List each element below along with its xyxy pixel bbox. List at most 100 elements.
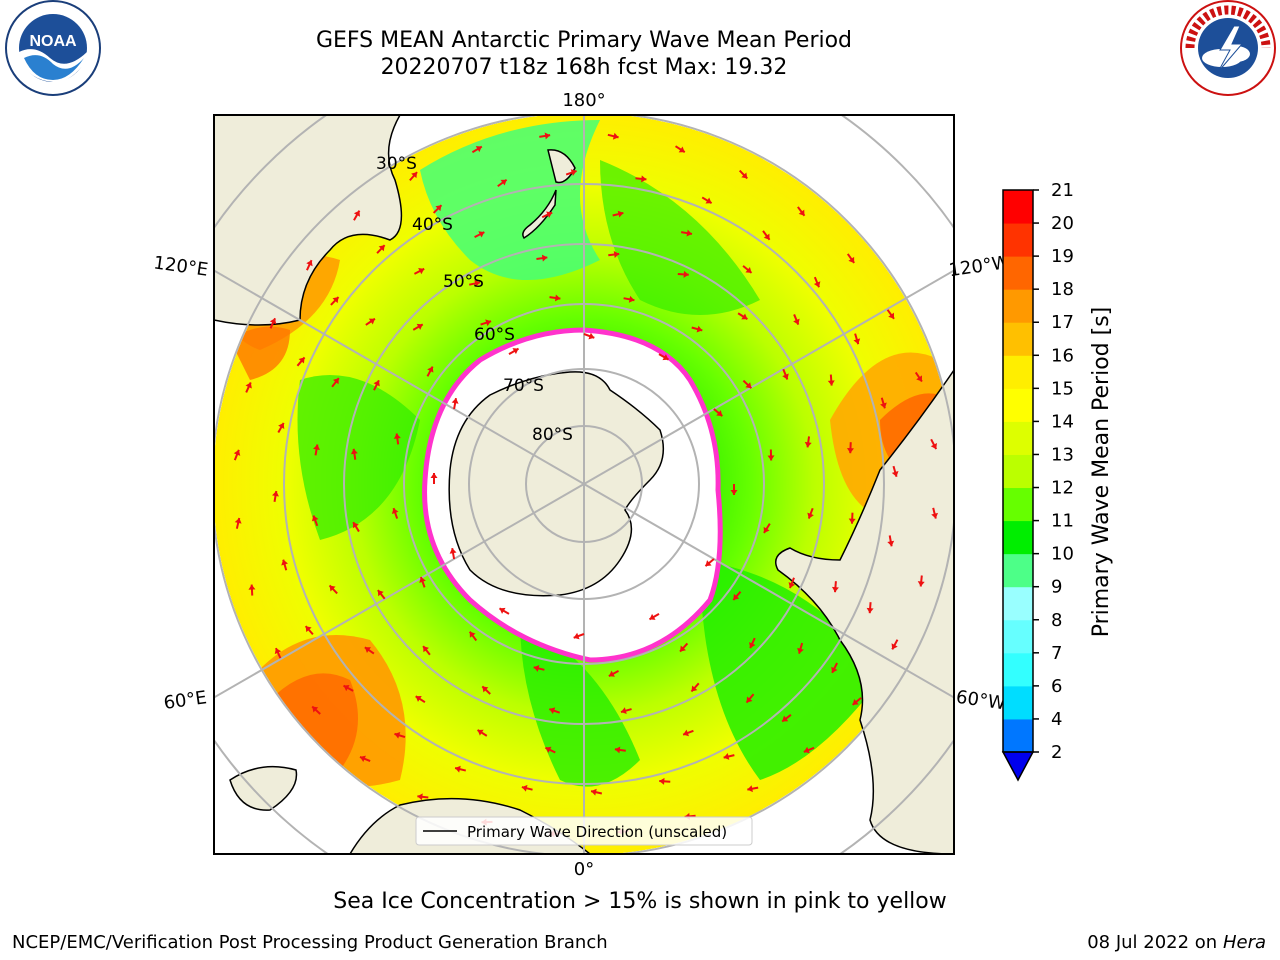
wave-direction-arrowhead bbox=[411, 172, 418, 179]
colorbar-tick-label: 15 bbox=[1051, 378, 1074, 399]
wave-direction-arrowhead bbox=[373, 380, 380, 387]
wave-direction-arrowhead bbox=[628, 295, 635, 303]
wave-direction-arrowhead bbox=[683, 270, 689, 278]
wave-direction-arrowhead bbox=[427, 366, 434, 373]
wave-direction-arrowhead bbox=[474, 280, 480, 287]
colorbar-outline bbox=[1002, 189, 1034, 753]
wave-direction-arrowhead bbox=[782, 715, 789, 722]
lat-label-40s: 40°S bbox=[412, 215, 453, 235]
wave-direction-arrowhead bbox=[705, 560, 712, 567]
legend-label: Primary Wave Direction (unscaled) bbox=[467, 823, 727, 841]
colorbar-segment bbox=[1003, 652, 1033, 687]
wave-direction-arrowhead bbox=[313, 444, 320, 450]
wave-direction-arrowhead bbox=[733, 593, 740, 600]
colorbar-segment bbox=[1003, 388, 1033, 422]
colorbar-segment bbox=[1003, 289, 1033, 323]
south-america bbox=[775, 368, 954, 854]
wave-direction-arrowhead bbox=[332, 378, 339, 385]
wave-direction-arrowhead bbox=[797, 647, 804, 654]
colorbar-segment bbox=[1003, 685, 1033, 720]
colorbar-segment bbox=[1003, 355, 1033, 389]
wave-direction-arrowhead bbox=[352, 522, 359, 529]
colorbar-segment bbox=[1003, 454, 1033, 489]
wave-direction-arrowhead bbox=[782, 373, 789, 380]
date-text: 08 Jul 2022 on bbox=[1087, 932, 1218, 953]
wave-direction-arrowhead bbox=[278, 422, 285, 429]
wave-direction-arrowhead bbox=[916, 375, 923, 382]
wave-direction-arrowhead bbox=[588, 332, 595, 340]
colorbar-label: Primary Wave Mean Period [s] bbox=[1089, 307, 1114, 638]
wave-direction-arrowhead bbox=[591, 788, 597, 796]
wave-direction-arrowhead bbox=[745, 266, 752, 273]
wave-direction-arrowhead bbox=[891, 470, 899, 477]
nws-logo bbox=[1180, 0, 1276, 96]
wave-direction-arrowhead bbox=[332, 297, 339, 304]
wave-direction-arrowhead bbox=[298, 357, 305, 364]
wave-direction-arrowhead bbox=[269, 318, 277, 325]
wave-direction-arrowhead bbox=[614, 746, 621, 754]
wave-direction-arrowhead bbox=[613, 251, 620, 258]
wave-direction-arrowhead bbox=[853, 338, 861, 345]
field-patch bbox=[700, 560, 880, 780]
wave-direction-arrowhead bbox=[378, 245, 385, 252]
wave-direction-arrowhead bbox=[451, 398, 459, 404]
colorbar-tick-label: 7 bbox=[1051, 643, 1062, 664]
wave-direction-arrowhead bbox=[763, 233, 770, 240]
colorbar-segment bbox=[1003, 619, 1033, 654]
wave-direction-arrowhead bbox=[423, 646, 429, 653]
wave-direction-arrows bbox=[233, 132, 939, 838]
colorbar-segment bbox=[1003, 487, 1033, 522]
wave-direction-arrowhead bbox=[848, 518, 856, 524]
colorbar-tick-label: 14 bbox=[1051, 411, 1074, 432]
wave-direction-arrowhead bbox=[931, 512, 939, 519]
wave-direction-arrowhead bbox=[741, 313, 748, 320]
colorbar-tick-label: 11 bbox=[1051, 511, 1074, 532]
wave-direction-arrowhead bbox=[544, 132, 551, 140]
field-patch bbox=[270, 673, 358, 770]
wave-direction-arrowhead bbox=[767, 455, 775, 461]
wave-direction-arrowhead bbox=[377, 590, 384, 597]
colorbar: 2 4 6 7 8 9 10 11 12 13 14 15 16 17 18 19 20 21 Primary W… bbox=[1001, 180, 1114, 782]
wave-direction-arrowhead bbox=[891, 643, 898, 650]
wave-direction-arrowhead bbox=[475, 146, 482, 153]
colorbar-segment bbox=[1003, 520, 1033, 555]
wave-direction-arrowhead bbox=[245, 382, 252, 389]
lon-label-120w: 120°W bbox=[947, 252, 1011, 281]
wave-direction-arrowhead bbox=[807, 512, 814, 519]
field-patch bbox=[230, 326, 290, 380]
wave-direction-arrowhead bbox=[305, 626, 312, 633]
wave-direction-arrowhead bbox=[683, 729, 689, 737]
wave-direction-arrowhead bbox=[521, 784, 528, 792]
wave-direction-arrowhead bbox=[662, 354, 669, 361]
wave-direction-arrowhead bbox=[659, 777, 665, 785]
wave-direction-arrowhead bbox=[311, 515, 319, 522]
wave-direction-arrowhead bbox=[499, 607, 506, 614]
wave-direction-arrowhead bbox=[419, 577, 426, 583]
wave-direction-arrowhead bbox=[418, 268, 425, 275]
colorbar-tick-label: 4 bbox=[1051, 709, 1062, 730]
producer-credit: NCEP/EMC/Verification Post Processing Pr… bbox=[12, 932, 608, 953]
wave-direction-arrowhead bbox=[680, 645, 686, 652]
wave-direction-arrowhead bbox=[888, 312, 895, 319]
antarctica bbox=[448, 371, 665, 597]
wave-direction-arrowhead bbox=[482, 686, 489, 693]
wave-direction-arrowhead bbox=[612, 132, 619, 140]
colorbar-extend-triangle bbox=[1001, 751, 1035, 782]
lon-label-60e: 60°E bbox=[162, 687, 208, 714]
colorbar-tick-label: 10 bbox=[1051, 544, 1074, 565]
wave-direction-arrowhead bbox=[798, 209, 805, 216]
wave-direction-arrowhead bbox=[430, 473, 438, 478]
wave-direction-arrowhead bbox=[394, 731, 401, 739]
colorbar-tick-label: 12 bbox=[1051, 478, 1074, 499]
colorbar-segment bbox=[1003, 718, 1033, 753]
colorbar-segment bbox=[1003, 421, 1033, 455]
wave-direction-arrowhead bbox=[831, 586, 839, 593]
wave-direction-arrowhead bbox=[393, 433, 401, 439]
svg-text:NOAA: NOAA bbox=[29, 33, 77, 50]
wave-direction-arrowhead bbox=[678, 146, 685, 153]
wave-direction-arrowhead bbox=[793, 318, 800, 325]
wave-direction-arrowhead bbox=[813, 281, 821, 288]
wave-direction-arrowhead bbox=[512, 348, 519, 355]
wave-direction-arrowhead bbox=[649, 613, 656, 620]
wave-direction-arrowhead bbox=[541, 254, 548, 262]
